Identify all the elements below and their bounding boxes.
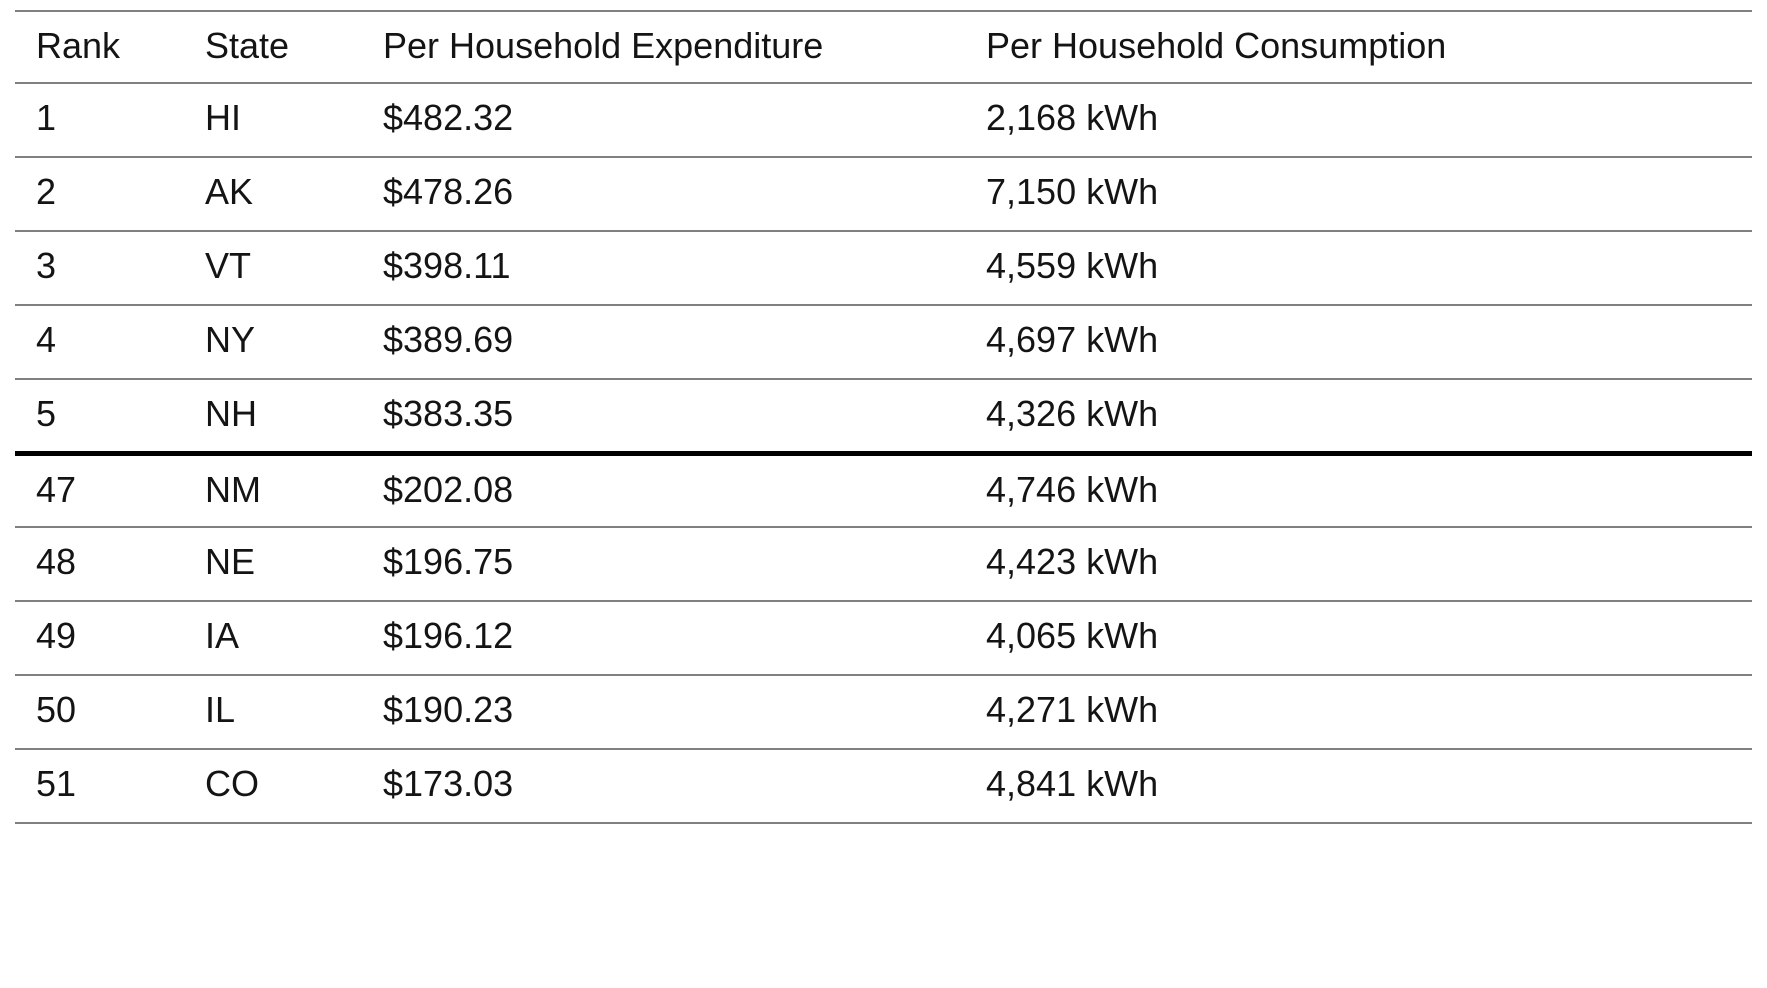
cell-state: CO <box>205 763 259 804</box>
cell-consumption: 4,065 kWh <box>986 615 1159 656</box>
table-body: 1 HI $482.32 2,168 kWh 2 AK $478.26 7,15… <box>15 83 1752 823</box>
cell-expenditure: $482.32 <box>383 97 514 138</box>
cell-consumption: 4,559 kWh <box>986 245 1159 286</box>
cell-consumption: 4,271 kWh <box>986 689 1159 730</box>
table-header-row: Rank State Per Household Expenditure Per… <box>15 11 1752 83</box>
cell-rank: 3 <box>36 245 57 286</box>
cell-rank: 2 <box>36 171 57 212</box>
cell-consumption: 4,697 kWh <box>986 319 1159 360</box>
cell-state: NE <box>205 541 256 582</box>
cell-state: VT <box>205 245 252 286</box>
table-header: Rank State Per Household Expenditure Per… <box>15 11 1752 83</box>
cell-consumption: 4,423 kWh <box>986 541 1159 582</box>
document-page: Rank State Per Household Expenditure Per… <box>0 10 1767 824</box>
column-header-rank: Rank <box>36 25 121 66</box>
table-row: 51 CO $173.03 4,841 kWh <box>15 749 1752 823</box>
table-row: 4 NY $389.69 4,697 kWh <box>15 305 1752 379</box>
cell-rank: 4 <box>36 319 57 360</box>
household-electricity-table: Rank State Per Household Expenditure Per… <box>15 10 1752 824</box>
cell-consumption: 4,746 kWh <box>986 468 1159 510</box>
table-row: 3 VT $398.11 4,559 kWh <box>15 231 1752 305</box>
table-row: 50 IL $190.23 4,271 kWh <box>15 675 1752 749</box>
cell-state: IL <box>205 689 236 730</box>
cell-state: IA <box>205 615 240 656</box>
cell-rank: 5 <box>36 393 57 434</box>
cell-state: NM <box>205 468 261 510</box>
table-row: 5 NH $383.35 4,326 kWh <box>15 379 1752 453</box>
cell-state: NH <box>205 393 257 434</box>
cell-expenditure: $190.23 <box>383 689 514 730</box>
cell-consumption: 4,326 kWh <box>986 393 1159 434</box>
column-header-consumption: Per Household Consumption <box>986 25 1447 66</box>
cell-rank: 48 <box>36 541 77 582</box>
cell-expenditure: $383.35 <box>383 393 514 434</box>
cell-rank: 50 <box>36 689 77 730</box>
cell-rank: 1 <box>36 97 57 138</box>
cell-expenditure: $196.75 <box>383 541 514 582</box>
table-row: 1 HI $482.32 2,168 kWh <box>15 83 1752 157</box>
cell-rank: 51 <box>36 763 77 804</box>
table-row: 2 AK $478.26 7,150 kWh <box>15 157 1752 231</box>
cell-expenditure: $196.12 <box>383 615 514 656</box>
cell-consumption: 7,150 kWh <box>986 171 1159 212</box>
cell-consumption: 2,168 kWh <box>986 97 1159 138</box>
cell-rank: 49 <box>36 615 77 656</box>
column-header-expenditure: Per Household Expenditure <box>383 25 824 66</box>
cell-expenditure: $398.11 <box>383 245 511 286</box>
cell-state: AK <box>205 171 254 212</box>
cell-rank: 47 <box>36 468 77 510</box>
cell-expenditure: $478.26 <box>383 171 514 212</box>
cell-expenditure: $202.08 <box>383 468 514 510</box>
cell-consumption: 4,841 kWh <box>986 763 1159 804</box>
table-row: 48 NE $196.75 4,423 kWh <box>15 527 1752 601</box>
column-header-state: State <box>205 25 290 66</box>
cell-expenditure: $389.69 <box>383 319 514 360</box>
cell-state: HI <box>205 97 241 138</box>
cell-state: NY <box>205 319 256 360</box>
cell-expenditure: $173.03 <box>383 763 514 804</box>
table-row: 49 IA $196.12 4,065 kWh <box>15 601 1752 675</box>
table-row: 47 NM $202.08 4,746 kWh <box>15 453 1752 527</box>
